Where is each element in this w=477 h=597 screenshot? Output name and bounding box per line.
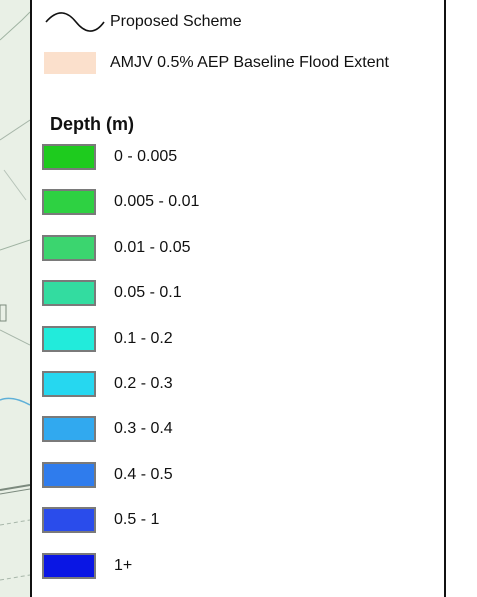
depth-class-label: 0.5 - 1 [114,511,160,529]
basemap-strip [0,0,30,597]
depth-class-swatch [42,461,96,488]
depth-class-swatch [42,325,96,352]
depth-class-row: 0.005 - 0.01 [42,189,200,216]
depth-class-swatch [42,144,96,170]
depth-class-swatch [42,280,96,307]
depth-class-swatch [42,234,96,261]
depth-class-row: 0 - 0.005 [42,144,177,170]
depth-class-swatch [42,507,96,534]
proposed-scheme-line-icon [45,12,105,32]
depth-class-swatch [42,552,96,579]
depth-class-label: 0.01 - 0.05 [114,238,191,256]
legend-scheme-row: Proposed Scheme [44,10,242,34]
depth-class-label: 0.2 - 0.3 [114,375,173,392]
depth-class-row: 0.05 - 0.1 [42,280,182,307]
map-legend: Proposed Scheme AMJV 0.5% AEP Baseline F… [30,0,446,597]
depth-class-row: 0.3 - 0.4 [42,416,173,443]
depth-class-label: 0.005 - 0.01 [114,193,200,211]
depth-class-label: 0.4 - 0.5 [114,465,173,483]
proposed-scheme-label: Proposed Scheme [110,13,242,30]
depth-class-row: 0.2 - 0.3 [42,371,173,397]
baseline-extent-label: AMJV 0.5% AEP Baseline Flood Extent [110,54,389,71]
baseline-extent-swatch [44,52,96,74]
depth-class-row: 0.1 - 0.2 [42,325,173,352]
depth-class-label: 0.05 - 0.1 [114,284,182,302]
depth-class-swatch [42,189,96,216]
depth-class-label: 0.1 - 0.2 [114,329,173,347]
legend-extent-row: AMJV 0.5% AEP Baseline Flood Extent [44,52,389,74]
basemap-lines [0,11,30,581]
depth-class-row: 1+ [42,552,133,579]
depth-class-swatch [42,371,96,397]
depth-class-row: 0.5 - 1 [42,507,160,534]
right-margin [446,0,477,597]
depth-class-label: 0 - 0.005 [114,148,178,165]
depth-class-row: 0.4 - 0.5 [42,461,173,488]
depth-class-label: 0.3 - 0.4 [114,420,173,438]
depth-class-swatch [42,416,96,443]
depth-title: Depth (m) [50,114,134,134]
depth-class-label: 1+ [114,556,133,574]
depth-class-row: 0.01 - 0.05 [42,234,191,261]
